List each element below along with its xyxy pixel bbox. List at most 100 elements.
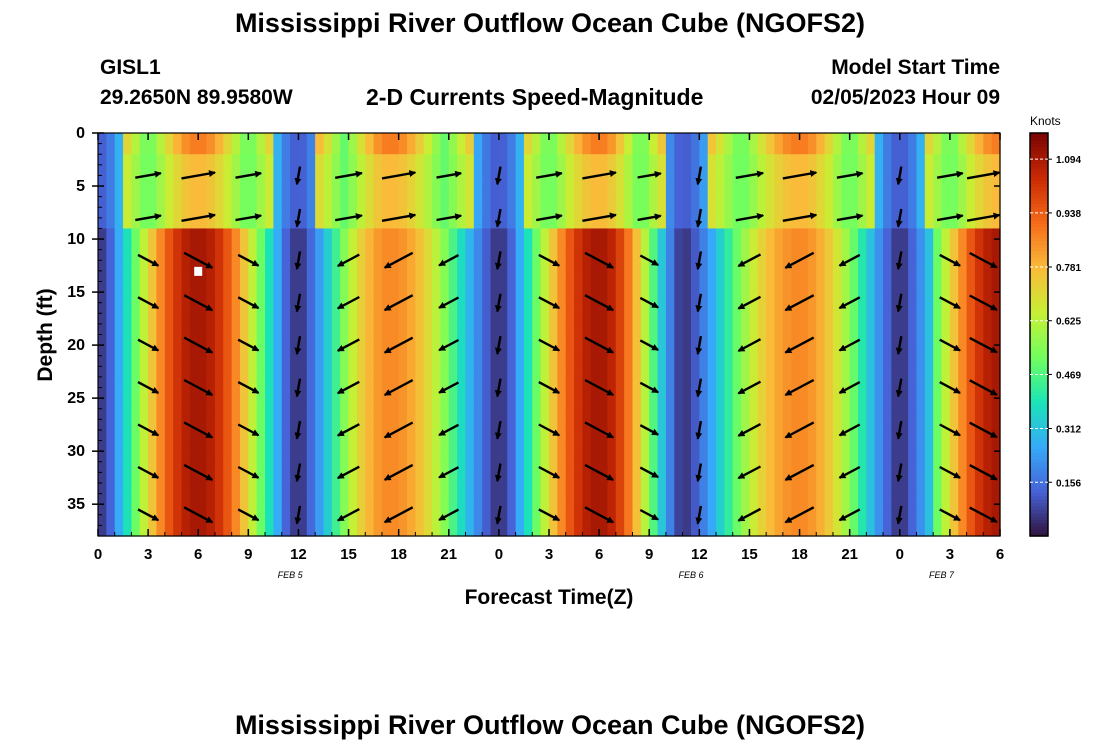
- heatmap-cell: [632, 525, 642, 537]
- heatmap-cell: [841, 313, 851, 325]
- heatmap-cell: [991, 239, 1001, 251]
- heatmap-cell: [123, 302, 133, 314]
- heatmap-cell: [515, 270, 525, 283]
- heatmap-cell: [273, 408, 283, 420]
- heatmap-cell: [498, 472, 508, 484]
- heatmap-cell: [590, 281, 600, 293]
- heatmap-cell: [323, 186, 333, 198]
- heatmap-cell: [540, 164, 550, 177]
- heatmap-cell: [791, 260, 801, 272]
- heatmap-cell: [908, 334, 918, 346]
- heatmap-cell: [640, 525, 650, 537]
- heatmap-cell: [365, 451, 375, 463]
- heatmap-cell: [340, 270, 350, 283]
- colorbar-swatch: [1030, 210, 1048, 215]
- heatmap-cell: [189, 260, 199, 272]
- heatmap-cell: [624, 514, 634, 526]
- heatmap-cell: [281, 355, 291, 367]
- heatmap-cell: [532, 143, 542, 155]
- heatmap-cell: [557, 164, 567, 177]
- heatmap-cell: [883, 143, 893, 155]
- heatmap-cell: [290, 270, 300, 283]
- heatmap-cell: [966, 408, 976, 420]
- heatmap-cell: [373, 525, 383, 537]
- heatmap-cell: [315, 451, 325, 463]
- heatmap-cell: [340, 292, 350, 304]
- heatmap-cell: [298, 292, 308, 304]
- heatmap-cell: [883, 207, 893, 219]
- heatmap-cell: [532, 451, 542, 463]
- heatmap-cell: [523, 175, 533, 187]
- heatmap-cell: [991, 440, 1001, 452]
- heatmap-cell: [390, 493, 400, 505]
- heatmap-cell: [665, 366, 675, 378]
- heatmap-cell: [482, 514, 492, 526]
- heatmap-cell: [206, 143, 216, 155]
- heatmap-cell: [498, 175, 508, 187]
- heatmap-cell: [515, 419, 525, 431]
- heatmap-cell: [273, 133, 283, 145]
- heatmap-cell: [423, 525, 433, 537]
- heatmap-cell: [707, 504, 717, 516]
- heatmap-cell: [457, 239, 467, 251]
- heatmap-cell: [741, 429, 751, 442]
- heatmap-cell: [799, 419, 809, 431]
- heatmap-cell: [741, 164, 751, 177]
- heatmap-cell: [599, 334, 609, 346]
- heatmap-cell: [766, 164, 776, 177]
- heatmap-cell: [858, 217, 867, 230]
- heatmap-cell: [123, 504, 133, 516]
- heatmap-cell: [139, 239, 149, 251]
- heatmap-cell: [716, 164, 725, 177]
- heatmap-cell: [482, 133, 492, 145]
- heatmap-cell: [941, 525, 951, 537]
- heatmap-cell: [682, 408, 692, 420]
- heatmap-cell: [916, 281, 926, 293]
- heatmap-cell: [106, 302, 116, 314]
- heatmap-cell: [123, 249, 133, 261]
- heatmap-cell: [824, 260, 834, 272]
- heatmap-cell: [281, 164, 291, 177]
- heatmap-cell: [665, 186, 675, 198]
- heatmap-cell: [724, 504, 734, 516]
- heatmap-cell: [974, 493, 984, 505]
- heatmap-cell: [590, 164, 600, 177]
- heatmap-cell: [699, 143, 709, 155]
- heatmap-cell: [173, 292, 183, 304]
- heatmap-cell: [198, 440, 208, 452]
- current-arrow: [737, 295, 762, 310]
- heatmap-cell: [415, 472, 425, 484]
- heatmap-cell: [373, 239, 383, 251]
- heatmap-cell: [473, 186, 483, 198]
- heatmap-cell: [582, 164, 592, 177]
- heatmap-cell: [365, 270, 375, 283]
- heatmap-cell: [874, 525, 884, 537]
- heatmap-cell: [624, 239, 634, 251]
- heatmap-cell: [866, 440, 876, 452]
- heatmap-cell: [749, 525, 759, 537]
- heatmap-cell: [933, 376, 943, 389]
- x-tick-label: 15: [741, 546, 758, 563]
- heatmap-cell: [916, 408, 926, 420]
- heatmap-cell: [173, 217, 183, 230]
- heatmap-cell: [716, 514, 725, 526]
- heatmap-cell: [365, 472, 375, 484]
- heatmap-cell: [373, 270, 383, 283]
- colorbar-swatch: [1030, 347, 1048, 352]
- heatmap-cell: [799, 355, 809, 367]
- heatmap-cell: [841, 334, 851, 346]
- heatmap-cell: [407, 493, 416, 505]
- heatmap-cell: [883, 228, 893, 240]
- heatmap-cell: [448, 525, 458, 537]
- heatmap-cell: [632, 270, 642, 283]
- heatmap-cell: [457, 461, 467, 473]
- heatmap-cell: [507, 323, 517, 336]
- heatmap-cell: [933, 355, 943, 367]
- heatmap-cell: [757, 228, 767, 240]
- heatmap-cell: [682, 419, 692, 431]
- heatmap-cell: [482, 270, 492, 283]
- heatmap-cell: [732, 472, 742, 484]
- current-arrow: [538, 465, 561, 479]
- heatmap-cell: [866, 387, 876, 399]
